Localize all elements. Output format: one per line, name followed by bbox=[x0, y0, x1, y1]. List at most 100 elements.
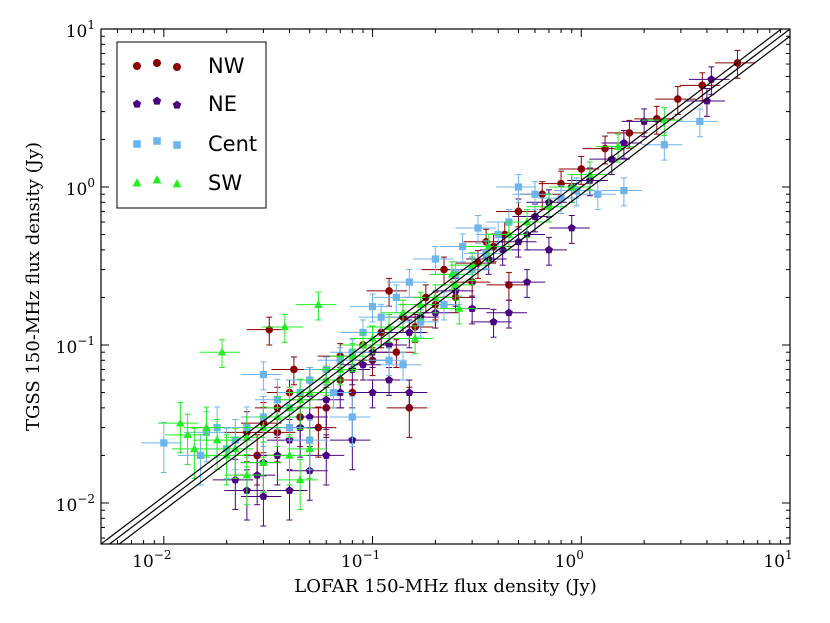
legend-marker-nw bbox=[153, 59, 161, 67]
data-point-cent bbox=[368, 302, 377, 311]
data-point-ne bbox=[607, 154, 616, 163]
data-point-sw bbox=[190, 444, 199, 453]
data-point-cent bbox=[660, 141, 668, 149]
data-point-sw bbox=[314, 300, 323, 308]
legend-label-nw: NW bbox=[208, 54, 245, 78]
legend-marker-cent bbox=[133, 140, 141, 148]
data-point-cent bbox=[440, 301, 448, 309]
data-point-ne bbox=[231, 475, 240, 484]
data-point-sw bbox=[484, 241, 493, 250]
data-point-ne bbox=[322, 451, 331, 459]
data-point-cent bbox=[405, 278, 413, 286]
legend-marker-ne bbox=[152, 96, 162, 105]
legend-marker-sw bbox=[132, 178, 142, 187]
legend-marker-nw bbox=[133, 62, 141, 70]
data-point-sw bbox=[259, 458, 268, 466]
error-bar bbox=[266, 469, 308, 521]
data-point-ne bbox=[368, 388, 377, 396]
data-point-ne bbox=[305, 412, 314, 421]
data-point-ne bbox=[544, 245, 553, 254]
reference-line-one-to-one bbox=[108, 29, 790, 544]
data-point-sw bbox=[280, 322, 290, 331]
legend-label-sw: SW bbox=[208, 171, 242, 195]
legend-marker-cent bbox=[133, 137, 181, 149]
data-point-sw bbox=[504, 229, 514, 238]
tick-labels-layer: 10−2 10−1 100 101 10−2 10−1 100 101 bbox=[56, 18, 793, 572]
x-tick-label: 10−1 bbox=[341, 548, 380, 572]
data-point-cent bbox=[385, 356, 393, 364]
data-point-ne bbox=[285, 486, 294, 494]
data-point-nw bbox=[265, 325, 274, 334]
y-tick-label: 10−1 bbox=[56, 334, 95, 358]
legend-marker-sw bbox=[132, 175, 182, 188]
data-point-nw bbox=[601, 144, 609, 153]
y-tick-label: 10−2 bbox=[56, 492, 95, 516]
legend-marker-ne bbox=[172, 100, 182, 109]
data-point-cent bbox=[399, 361, 407, 369]
data-point-cent bbox=[392, 293, 400, 302]
data-point-sw bbox=[358, 340, 368, 349]
data-point-cent bbox=[458, 242, 467, 251]
data-point-sw bbox=[176, 418, 185, 427]
data-point-ne bbox=[259, 492, 268, 500]
data-point-cent bbox=[696, 117, 704, 126]
data-point-ne bbox=[702, 96, 711, 105]
data-point-sw bbox=[454, 303, 464, 312]
legend-box bbox=[116, 41, 267, 209]
data-point-sw bbox=[242, 470, 252, 479]
data-point-nw bbox=[505, 281, 513, 289]
data-point-cent bbox=[377, 313, 385, 321]
reference-lines-layer bbox=[101, 29, 790, 544]
data-point-sw bbox=[447, 269, 457, 278]
data-point-nw bbox=[673, 95, 682, 103]
data-point-ne bbox=[619, 138, 628, 147]
legend-marker-cent bbox=[153, 137, 161, 145]
error-bar bbox=[277, 458, 319, 510]
data-point-sw bbox=[217, 347, 227, 356]
legend-marker-sw bbox=[172, 179, 182, 188]
data-point-sw bbox=[183, 430, 192, 439]
data-point-ne bbox=[405, 328, 414, 336]
data-point-ne bbox=[322, 395, 331, 404]
data-point-cent bbox=[474, 224, 482, 232]
data-point-sw bbox=[451, 280, 460, 289]
data-point-cent bbox=[514, 183, 523, 191]
data-point-cent bbox=[431, 255, 439, 263]
error-bar bbox=[287, 449, 328, 501]
legend: NW NE Cent SW bbox=[116, 41, 267, 209]
legend-entry-cent: Cent bbox=[133, 132, 257, 156]
data-point-cent bbox=[557, 194, 565, 202]
data-point-nw bbox=[290, 365, 298, 374]
data-point-nw bbox=[392, 348, 401, 357]
data-point-sw bbox=[467, 260, 477, 269]
legend-marker-ne bbox=[132, 96, 182, 109]
data-point-ne bbox=[405, 388, 414, 396]
x-tick-label: 100 bbox=[555, 548, 584, 572]
data-point-cent bbox=[417, 318, 425, 326]
data-point-cent bbox=[482, 249, 490, 257]
x-axis-label: LOFAR 150-MHz flux density (Jy) bbox=[294, 576, 596, 597]
y-tick-label: 100 bbox=[66, 176, 95, 200]
data-point-nw bbox=[514, 207, 523, 216]
legend-marker-ne bbox=[132, 99, 142, 108]
data-point-nw bbox=[577, 165, 586, 173]
legend-marker-sw bbox=[152, 175, 162, 184]
data-point-sw bbox=[613, 142, 623, 150]
x-tick-label: 10−2 bbox=[132, 548, 171, 572]
data-point-cent bbox=[259, 370, 268, 379]
error-bar bbox=[141, 421, 182, 473]
data-point-cent bbox=[160, 439, 168, 447]
data-point-nw bbox=[698, 81, 707, 90]
y-tick-label: 101 bbox=[66, 18, 95, 42]
legend-entry-sw: SW bbox=[132, 171, 242, 195]
legend-entry-nw: NW bbox=[133, 54, 245, 78]
data-point-ne bbox=[640, 117, 649, 125]
legend-label-ne: NE bbox=[208, 92, 237, 116]
data-point-ne bbox=[489, 317, 498, 326]
data-point-sw bbox=[544, 202, 554, 210]
reference-line-lower-10pct bbox=[118, 35, 790, 544]
data-point-sw bbox=[295, 475, 305, 484]
data-point-nw bbox=[652, 115, 661, 123]
data-point-ne bbox=[523, 277, 532, 286]
